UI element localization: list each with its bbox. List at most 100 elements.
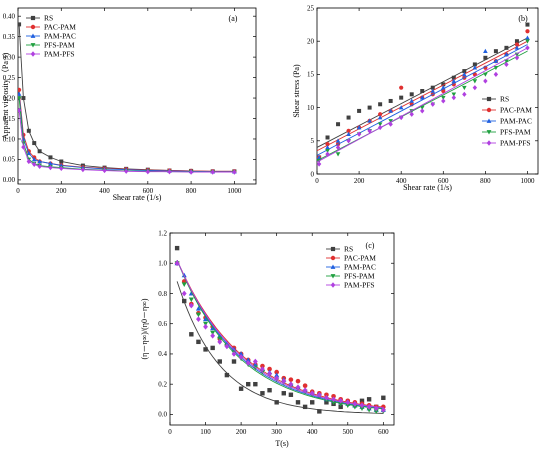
legend-marker xyxy=(30,51,36,57)
legend-marker xyxy=(30,43,36,48)
y-axis-label: (η－η∞)/(η0－η∞) xyxy=(140,298,149,359)
legend-item-pfs-pam: PFS-PAM xyxy=(482,128,531,137)
data-point xyxy=(325,145,330,150)
data-point xyxy=(493,65,499,71)
y-tick-label: 0.8 xyxy=(158,290,167,298)
legend-marker xyxy=(486,107,492,113)
data-point xyxy=(246,381,251,387)
y-tick-label: 20 xyxy=(307,38,315,46)
data-point xyxy=(525,29,530,34)
data-point xyxy=(260,363,265,369)
y-tick-label: 0.15 xyxy=(3,115,16,123)
y-tick-label: 10 xyxy=(307,104,315,112)
series-line xyxy=(18,93,235,173)
data-point xyxy=(174,260,180,267)
data-point xyxy=(399,85,404,90)
data-point xyxy=(295,378,301,384)
legend-item-rs: RS xyxy=(26,14,53,23)
data-point xyxy=(302,387,308,394)
data-point xyxy=(37,163,42,169)
data-point xyxy=(356,131,362,137)
y-tick-label: 25 xyxy=(307,4,315,12)
data-point xyxy=(483,65,488,70)
data-point xyxy=(483,48,488,53)
legend-label: PAM-PAC xyxy=(44,32,76,41)
data-point xyxy=(267,370,272,377)
data-point xyxy=(18,91,22,96)
legend-item-pfs-pam: PFS-PAM xyxy=(326,272,375,281)
y-tick-label: 0.10 xyxy=(3,135,16,143)
data-point xyxy=(317,161,322,167)
data-point xyxy=(203,347,208,352)
y-tick-label: 0 xyxy=(311,170,315,178)
data-point xyxy=(388,121,393,127)
legend-item-pam-pfs: PAM-PFS xyxy=(482,139,531,148)
data-point xyxy=(451,82,456,87)
data-point xyxy=(21,96,26,101)
data-point xyxy=(231,359,237,364)
legend-item-pac-pam: PAC-PAM xyxy=(482,106,532,115)
data-point xyxy=(493,49,498,54)
data-point xyxy=(317,155,322,160)
legend-item-pac-pam: PAC-PAM xyxy=(326,254,376,263)
series-pam-pac xyxy=(18,91,237,174)
data-point xyxy=(345,403,351,408)
legend-marker xyxy=(30,15,36,21)
data-point xyxy=(267,388,272,393)
data-point xyxy=(367,118,372,123)
data-point xyxy=(31,157,37,162)
legend-label: PAM-PAC xyxy=(500,117,532,126)
data-point xyxy=(440,95,446,101)
data-point xyxy=(377,124,383,131)
legend-marker xyxy=(486,130,492,135)
data-point xyxy=(174,245,180,251)
data-point xyxy=(26,158,32,165)
data-point xyxy=(483,55,488,60)
data-point xyxy=(181,290,187,297)
data-point xyxy=(378,102,383,107)
x-tick-label: 200 xyxy=(236,428,247,436)
data-point xyxy=(274,400,279,405)
legend-item-pam-pac: PAM-PAC xyxy=(326,263,376,272)
data-point xyxy=(37,159,42,164)
y-axis-label: Apparent viscosity （Pa·s) xyxy=(1,52,10,139)
y-axis-label: Shear stress (Pa) xyxy=(292,64,301,118)
legend-label: RS xyxy=(344,245,353,254)
data-point xyxy=(59,165,64,172)
data-point xyxy=(451,95,457,101)
x-tick-label: 0 xyxy=(315,177,319,185)
data-point xyxy=(317,409,322,414)
data-point xyxy=(210,345,215,351)
data-point xyxy=(441,98,446,104)
data-point xyxy=(335,138,341,143)
data-point xyxy=(188,297,194,303)
x-tick-label: 200 xyxy=(354,177,365,185)
data-point xyxy=(483,78,488,84)
data-point xyxy=(420,89,425,93)
data-point xyxy=(366,407,372,413)
legend-marker xyxy=(330,255,336,261)
panel-c-recovery-chart: 0 100 200 300 400 500 600 0.0 0.2 0.4 0.6 0.8 1.0 1.2… xyxy=(140,229,395,448)
data-point xyxy=(504,45,509,50)
data-point xyxy=(316,391,322,398)
data-point xyxy=(217,359,222,364)
data-point xyxy=(441,88,446,94)
legend-label: PAC-PAM xyxy=(44,23,76,32)
data-point xyxy=(260,366,265,372)
data-point xyxy=(267,366,272,372)
data-point xyxy=(288,392,294,397)
legend-item-pam-pfs: PAM-PFS xyxy=(326,281,375,290)
data-point xyxy=(167,169,172,175)
data-point xyxy=(18,96,22,101)
y-tick-label: 1.2 xyxy=(158,229,167,237)
x-tick-label: 300 xyxy=(271,428,282,436)
data-point xyxy=(302,383,308,389)
y-tick-label: 1.0 xyxy=(158,260,167,268)
data-point xyxy=(377,122,383,127)
x-tick-label: 100 xyxy=(200,428,211,436)
data-point xyxy=(102,167,107,174)
